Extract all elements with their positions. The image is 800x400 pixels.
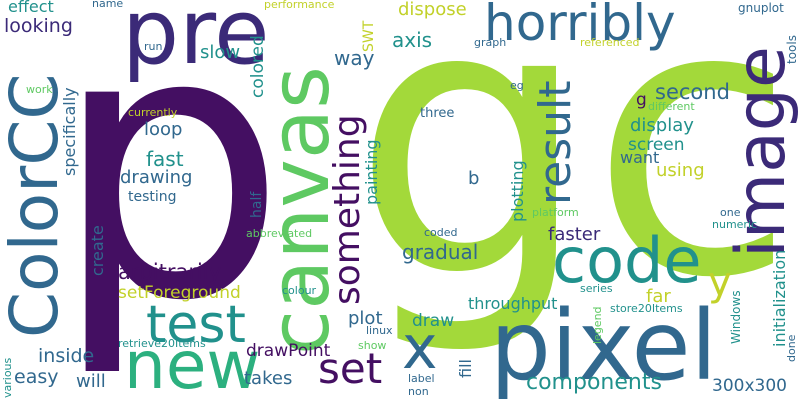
- word-series: series: [580, 283, 613, 294]
- word-result: result: [534, 81, 578, 205]
- word-three: three: [420, 107, 454, 120]
- word-different: different: [648, 101, 695, 112]
- word-plotting: plotting: [510, 160, 526, 222]
- word-will: will: [76, 373, 106, 391]
- word-300x300: 300x300: [712, 378, 787, 395]
- word-using: using: [656, 162, 705, 180]
- word-colour: colour: [282, 285, 316, 296]
- word-inside: inside: [38, 347, 94, 366]
- word-testing: testing: [128, 190, 177, 204]
- word-drawing: drawing: [120, 169, 192, 187]
- word-faster: faster: [548, 226, 600, 244]
- word-something: something: [330, 114, 366, 305]
- word-ColorCC: ColorCC: [2, 74, 68, 338]
- word-painting: painting: [364, 139, 380, 205]
- word-graph: graph: [474, 37, 506, 48]
- word-platform: platform: [532, 207, 579, 218]
- word-abbreviated: abbreviated: [246, 228, 312, 239]
- word-draw: draw: [412, 313, 454, 330]
- word-axis: axis: [392, 30, 432, 50]
- word-gradual: gradual: [402, 242, 478, 262]
- word-retrieve20Items: retrieve20Items: [118, 338, 206, 349]
- word-dispose: dispose: [398, 1, 467, 19]
- word-arbitrarily: arbitrarily: [118, 262, 221, 283]
- word-one: one: [720, 207, 740, 218]
- word-half: half: [250, 192, 264, 218]
- word-gnuplot: gnuplot: [738, 2, 784, 14]
- word-slow: slow: [200, 44, 240, 62]
- word-fill: fill: [458, 359, 474, 378]
- word-want: want: [620, 150, 659, 166]
- word-tools: tools: [786, 35, 798, 64]
- word-coded: coded: [424, 227, 458, 238]
- word-run: run: [144, 41, 162, 52]
- word-work: work: [26, 84, 53, 95]
- word-various: various: [2, 358, 13, 398]
- word-legend: legend: [592, 306, 603, 344]
- word-way: way: [334, 48, 374, 68]
- word-colored: colored: [250, 35, 267, 98]
- word-easy: easy: [14, 368, 58, 387]
- word-performance: performance: [264, 0, 334, 10]
- word-name: name: [92, 0, 123, 9]
- word-done: done: [786, 335, 797, 362]
- word-show: show: [358, 340, 386, 351]
- word-takes: takes: [244, 370, 292, 388]
- word-drawPoint: drawPoint: [246, 343, 330, 360]
- word-eg: eg: [510, 80, 524, 91]
- word-loop: loop: [144, 121, 182, 139]
- word-currently: currently: [128, 107, 177, 118]
- word-Windows: Windows: [730, 290, 742, 344]
- word-create: create: [90, 225, 106, 276]
- word-display: display: [630, 117, 694, 135]
- word-store20Items: store20Items: [610, 303, 683, 314]
- word-throughput: throughput: [468, 296, 557, 312]
- word-initialization: initialization: [772, 250, 788, 347]
- word-label: label: [408, 373, 435, 384]
- word-looking: looking: [4, 17, 73, 36]
- word-g: g: [636, 92, 647, 109]
- word-components: components: [526, 372, 662, 394]
- word-setForeground: setForeground: [118, 285, 241, 302]
- word-b: b: [468, 170, 479, 188]
- word-fast: fast: [146, 149, 184, 169]
- word-specifically: specifically: [62, 87, 78, 176]
- word-linux: linux: [366, 325, 393, 336]
- word-referenced: referenced: [580, 37, 640, 48]
- word-non: non: [408, 386, 429, 397]
- word-effect: effect: [8, 0, 54, 15]
- word-numeric: numeric: [712, 219, 757, 230]
